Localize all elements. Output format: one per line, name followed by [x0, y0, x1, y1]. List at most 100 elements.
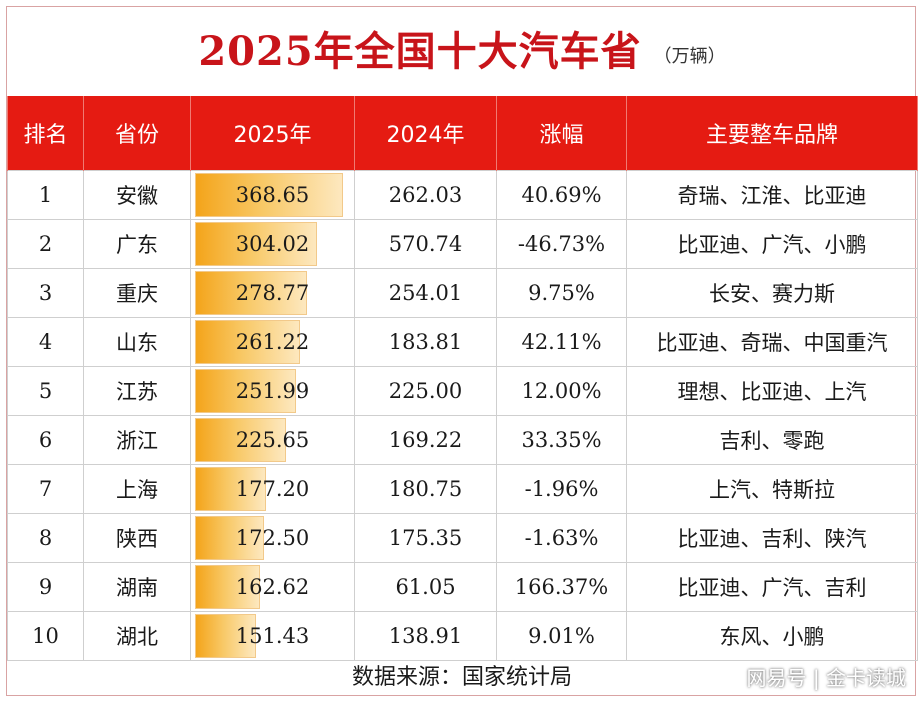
- value-2025-cell: 251.99: [190, 366, 355, 416]
- data-bar: [195, 516, 264, 560]
- growth-cell: 42.11%: [496, 317, 627, 367]
- rank-cell: 4: [7, 317, 84, 367]
- data-bar-label: 151.43: [235, 624, 310, 648]
- data-bar-label: 368.65: [235, 183, 310, 207]
- growth-cell: -1.63%: [496, 513, 627, 563]
- province-cell: 湖南: [83, 562, 191, 612]
- growth-cell: 9.01%: [496, 611, 627, 661]
- brands-cell: 理想、比亚迪、上汽: [626, 366, 918, 416]
- province-cell: 广东: [83, 219, 191, 269]
- brands-cell: 吉利、零跑: [626, 415, 918, 465]
- value-2025-cell: 151.43: [190, 611, 355, 661]
- brands-cell: 比亚迪、奇瑞、中国重汽: [626, 317, 918, 367]
- table-row: 2 广东 304.02 570.74 -46.73% 比亚迪、广汽、小鹏: [7, 219, 918, 269]
- data-bar-label: 177.20: [235, 477, 310, 501]
- watermark: 网易号 | 金卡读城: [746, 666, 906, 690]
- brands-cell: 比亚迪、广汽、小鹏: [626, 219, 918, 269]
- table-row: 10 湖北 151.43 138.91 9.01% 东风、小鹏: [7, 611, 918, 661]
- province-cell: 山东: [83, 317, 191, 367]
- value-2025-cell: 278.77: [190, 268, 355, 318]
- unit-label: （万辆）: [653, 46, 726, 67]
- brands-cell: 上汽、特斯拉: [626, 464, 918, 514]
- data-bar: [195, 369, 296, 413]
- value-2025-cell: 162.62: [190, 562, 355, 612]
- data-bar-label: 172.50: [235, 526, 310, 550]
- value-2024-cell: 138.91: [354, 611, 497, 661]
- header-2025: 2025年: [190, 96, 355, 171]
- growth-cell: -1.96%: [496, 464, 627, 514]
- value-2024-cell: 183.81: [354, 317, 497, 367]
- data-bar: [195, 614, 256, 658]
- value-2025-cell: 261.22: [190, 317, 355, 367]
- rank-cell: 3: [7, 268, 84, 318]
- title-area: 2025年全国十大汽车省 （万辆）: [0, 0, 924, 96]
- rank-cell: 5: [7, 366, 84, 416]
- table-row: 5 江苏 251.99 225.00 12.00% 理想、比亚迪、上汽: [7, 366, 918, 416]
- value-2025-cell: 225.65: [190, 415, 355, 465]
- province-cell: 安徽: [83, 170, 191, 220]
- value-2024-cell: 262.03: [354, 170, 497, 220]
- rank-cell: 6: [7, 415, 84, 465]
- data-bar: [195, 418, 286, 462]
- data-bar-label: 225.65: [235, 428, 310, 452]
- brands-cell: 东风、小鹏: [626, 611, 918, 661]
- data-bar-label: 304.02: [235, 232, 310, 256]
- data-bar: [195, 173, 343, 217]
- value-2024-cell: 169.22: [354, 415, 497, 465]
- value-2024-cell: 180.75: [354, 464, 497, 514]
- value-2025-cell: 304.02: [190, 219, 355, 269]
- province-cell: 陕西: [83, 513, 191, 563]
- brands-cell: 奇瑞、江淮、比亚迪: [626, 170, 918, 220]
- header-rank: 排名: [7, 96, 84, 171]
- growth-cell: 166.37%: [496, 562, 627, 612]
- data-table: 排名 省份 2025年 2024年 涨幅 主要整车品牌 1 安徽 368.65 262…: [7, 96, 918, 661]
- header-province: 省份: [83, 96, 191, 171]
- header-brands: 主要整车品牌: [626, 96, 918, 171]
- value-2025-cell: 172.50: [190, 513, 355, 563]
- table-row: 8 陕西 172.50 175.35 -1.63% 比亚迪、吉利、陕汽: [7, 513, 918, 563]
- header-2024: 2024年: [354, 96, 497, 171]
- value-2024-cell: 175.35: [354, 513, 497, 563]
- data-bar: [195, 565, 260, 609]
- value-2024-cell: 61.05: [354, 562, 497, 612]
- rank-cell: 7: [7, 464, 84, 514]
- province-cell: 上海: [83, 464, 191, 514]
- rank-cell: 8: [7, 513, 84, 563]
- brands-cell: 比亚迪、广汽、吉利: [626, 562, 918, 612]
- brands-cell: 比亚迪、吉利、陕汽: [626, 513, 918, 563]
- table-row: 9 湖南 162.62 61.05 166.37% 比亚迪、广汽、吉利: [7, 562, 918, 612]
- data-bar-label: 261.22: [235, 330, 310, 354]
- province-cell: 重庆: [83, 268, 191, 318]
- table-row: 6 浙江 225.65 169.22 33.35% 吉利、零跑: [7, 415, 918, 465]
- value-2024-cell: 570.74: [354, 219, 497, 269]
- data-bar-label: 251.99: [235, 379, 310, 403]
- data-bar-label: 162.62: [235, 575, 310, 599]
- data-bar: [195, 222, 317, 266]
- data-bar-label: 278.77: [235, 281, 310, 305]
- rank-cell: 10: [7, 611, 84, 661]
- data-bar: [195, 271, 307, 315]
- header-growth: 涨幅: [496, 96, 627, 171]
- data-source: 数据来源：国家统计局: [351, 665, 572, 690]
- value-2024-cell: 254.01: [354, 268, 497, 318]
- table-row: 1 安徽 368.65 262.03 40.69% 奇瑞、江淮、比亚迪: [7, 170, 918, 220]
- header-row: 排名 省份 2025年 2024年 涨幅 主要整车品牌: [7, 96, 918, 171]
- rank-cell: 9: [7, 562, 84, 612]
- page-title: 2025年全国十大汽车省: [198, 28, 642, 75]
- growth-cell: -46.73%: [496, 219, 627, 269]
- province-cell: 湖北: [83, 611, 191, 661]
- province-cell: 浙江: [83, 415, 191, 465]
- value-2025-cell: 177.20: [190, 464, 355, 514]
- growth-cell: 9.75%: [496, 268, 627, 318]
- province-cell: 江苏: [83, 366, 191, 416]
- rank-cell: 2: [7, 219, 84, 269]
- value-2025-cell: 368.65: [190, 170, 355, 220]
- value-2024-cell: 225.00: [354, 366, 497, 416]
- data-bar: [195, 467, 266, 511]
- brands-cell: 长安、赛力斯: [626, 268, 918, 318]
- table-row: 3 重庆 278.77 254.01 9.75% 长安、赛力斯: [7, 268, 918, 318]
- rank-cell: 1: [7, 170, 84, 220]
- table-row: 7 上海 177.20 180.75 -1.96% 上汽、特斯拉: [7, 464, 918, 514]
- growth-cell: 12.00%: [496, 366, 627, 416]
- table-row: 4 山东 261.22 183.81 42.11% 比亚迪、奇瑞、中国重汽: [7, 317, 918, 367]
